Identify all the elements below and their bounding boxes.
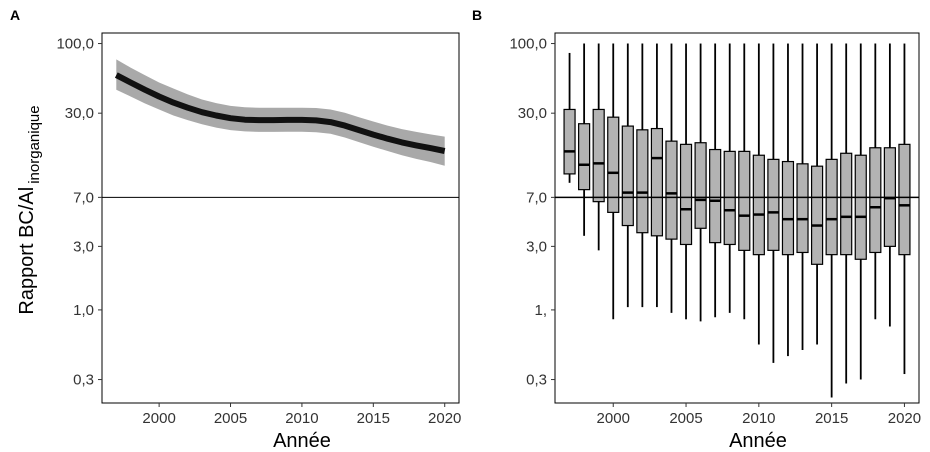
panel-a-x-axis-title: Année <box>273 430 331 452</box>
x-tick-label: 2020 <box>428 410 461 427</box>
box-iqr <box>607 116 620 213</box>
y-tick-label: 30,0 <box>518 105 547 122</box>
trend-line <box>114 72 446 154</box>
box-iqr <box>752 154 765 256</box>
x-tick-label: 2010 <box>285 410 318 427</box>
y-tick-label: 1, <box>534 302 547 319</box>
x-tick-label: 2015 <box>357 410 390 427</box>
box-iqr <box>840 152 853 256</box>
box-iqr <box>636 129 649 234</box>
box-iqr <box>854 154 867 260</box>
box-iqr <box>810 165 824 265</box>
box-iqr <box>869 147 882 254</box>
box-iqr <box>825 158 838 256</box>
boxes-group <box>563 43 911 398</box>
y-tick-label: 0,3 <box>526 372 547 389</box>
y-tick-label: 7,0 <box>526 189 547 206</box>
panel-a-plot: 100,0 30,0 7,0 3,0 1,0 0,3 2000 2005 2010 2015 202… <box>56 32 461 427</box>
box-iqr <box>709 148 722 244</box>
y-tick-label: 30,0 <box>65 105 94 122</box>
y-tick-label: 7,0 <box>73 189 94 206</box>
y-tick-label: 3,0 <box>73 238 94 255</box>
box-iqr <box>578 123 591 191</box>
box-iqr <box>592 108 605 203</box>
y-tick-label: 100,0 <box>56 36 94 53</box>
panel-a-tag: A <box>10 7 20 23</box>
box-iqr <box>563 108 576 175</box>
box-iqr <box>621 125 634 227</box>
x-tick-label: 2015 <box>815 410 848 427</box>
box-iqr <box>781 160 795 256</box>
y-tick-label: 0,3 <box>73 372 94 389</box>
box-iqr <box>796 163 809 254</box>
y-axis-title-main: Rapport BC/Al <box>16 187 38 315</box>
y-tick-label: 3,0 <box>526 238 547 255</box>
panel-a-y-axis-title: Rapport BC/Al inorganique <box>16 105 43 314</box>
panel-b-tag: B <box>472 7 482 23</box>
y-tick-label: 100,0 <box>509 36 547 53</box>
x-tick-label: 2010 <box>742 410 775 427</box>
box-iqr <box>767 158 780 251</box>
box-iqr <box>679 143 693 246</box>
box-iqr <box>694 142 707 229</box>
confidence-band <box>116 59 445 166</box>
x-tick-label: 2005 <box>214 410 247 427</box>
y-tick-label: 1,0 <box>73 302 94 319</box>
x-tick-label: 2000 <box>142 410 175 427</box>
panel-b-x-axis-title: Année <box>729 430 787 452</box>
box-iqr <box>650 127 664 237</box>
y-axis-title-subscript: inorganique <box>26 105 43 183</box>
box-iqr <box>898 143 911 256</box>
x-tick-label: 2020 <box>888 410 921 427</box>
box-iqr <box>738 150 751 251</box>
panel-b-plot: 100,0 30,0 7,0 3,0 1, 0,3 2000 2005 2010 2015 2020 <box>509 32 921 427</box>
x-tick-label: 2000 <box>597 410 630 427</box>
x-tick-label: 2005 <box>669 410 702 427</box>
box-iqr <box>665 140 678 240</box>
